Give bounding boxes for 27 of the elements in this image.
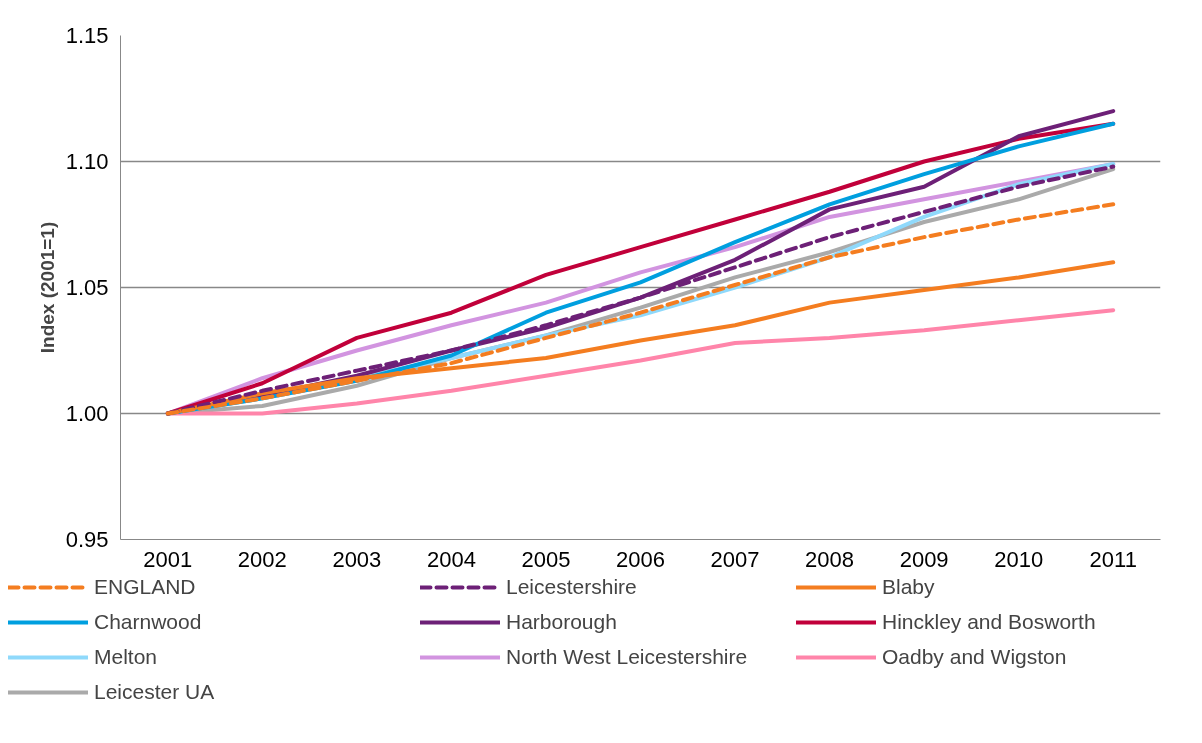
legend-label: Melton (94, 644, 158, 670)
x-tick-label: 2007 (710, 546, 760, 572)
x-tick-label: 2010 (994, 546, 1044, 572)
y-tick-label: 1.15 (65, 23, 109, 48)
y-tick-label: 1.00 (65, 401, 109, 426)
legend-label: Harborough (506, 609, 617, 635)
legend-label: Oadby and Wigston (882, 644, 1067, 670)
x-tick-label: 2003 (332, 546, 382, 572)
y-tick-label: 0.95 (65, 527, 109, 552)
x-tick-label: 2009 (899, 546, 949, 572)
y-axis-title: Index (2001=1) (36, 221, 58, 354)
legend-label: North West Leicestershire (506, 644, 748, 670)
x-tick-label: 2006 (616, 546, 665, 572)
x-tick-label: 2002 (237, 546, 287, 572)
x-tick-label: 2004 (426, 546, 476, 572)
legend-label: Leicestershire (506, 574, 637, 600)
y-tick-label: 1.05 (65, 275, 109, 300)
legend-label: Hinckley and Bosworth (882, 609, 1096, 635)
x-tick-label: 2005 (521, 546, 571, 572)
legend-label: Leicester UA (94, 679, 215, 705)
legend-label: ENGLAND (94, 574, 196, 600)
legend-label: Charnwood (94, 609, 202, 635)
x-tick-label: 2011 (1089, 546, 1137, 572)
x-tick-label: 2008 (805, 546, 855, 572)
legend-label: Blaby (882, 574, 935, 600)
x-tick-label: 2001 (143, 546, 193, 572)
y-tick-label: 1.10 (65, 149, 109, 174)
